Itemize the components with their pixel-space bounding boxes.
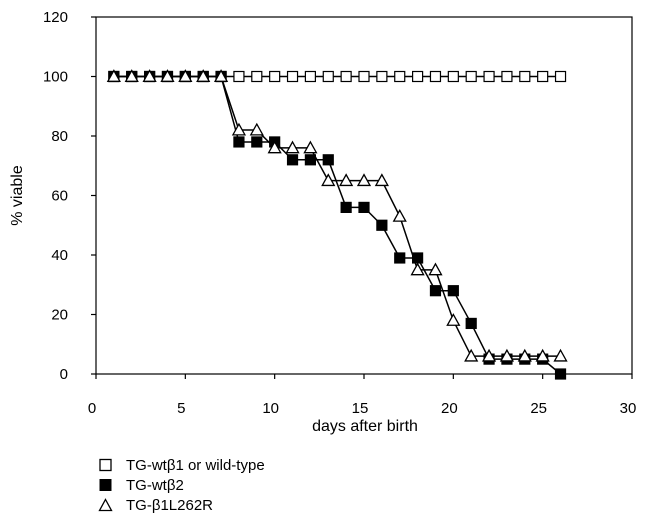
data-point — [554, 70, 567, 83]
open-square-icon — [98, 458, 114, 472]
y-tick-label: 120 — [43, 9, 68, 26]
data-point — [412, 70, 424, 83]
data-point — [142, 69, 157, 82]
legend-item-wt-beta2: TG-wtβ2 — [98, 475, 265, 495]
data-point — [428, 262, 443, 276]
data-point — [429, 70, 442, 83]
data-point — [322, 154, 334, 166]
legend-label: TG-β1L262R — [126, 496, 213, 514]
data-point — [517, 348, 532, 362]
data-point — [340, 201, 352, 213]
data-point — [340, 70, 352, 83]
y-tick-label: 20 — [51, 307, 68, 324]
data-point — [483, 70, 495, 83]
series-line — [113, 75, 561, 357]
data-point — [322, 70, 334, 83]
data-point — [465, 70, 477, 83]
series-line — [113, 75, 562, 375]
plot-border — [95, 16, 633, 375]
data-point — [394, 70, 406, 83]
data-point — [553, 348, 568, 362]
data-point — [339, 173, 354, 187]
data-point — [285, 140, 300, 154]
data-point — [269, 70, 281, 83]
data-point — [499, 348, 515, 362]
data-point — [481, 348, 497, 362]
data-point — [233, 136, 245, 148]
data-point — [178, 69, 193, 82]
data-point — [321, 173, 336, 187]
data-point — [304, 154, 316, 166]
data-point — [410, 262, 425, 276]
data-point — [537, 70, 549, 83]
legend-item-wt-beta1: TG-wtβ1 or wild-type — [98, 455, 265, 475]
y-axis-title: % viable — [9, 165, 26, 226]
y-tick-label: 0 — [60, 366, 68, 383]
series-3 — [106, 69, 568, 362]
data-point — [249, 122, 264, 136]
data-point — [358, 201, 370, 213]
data-point — [106, 69, 121, 82]
data-point — [501, 70, 513, 83]
data-point — [231, 122, 247, 136]
data-point — [535, 348, 550, 362]
plot-area — [95, 16, 633, 375]
data-point — [394, 252, 406, 264]
y-tick-label: 80 — [51, 128, 68, 145]
x-tick-label: 5 — [177, 400, 185, 417]
x-tick-label: 25 — [530, 400, 547, 417]
data-point — [213, 69, 229, 82]
legend-item-l262r: TG-β1L262R — [98, 495, 265, 515]
data-point — [429, 285, 442, 297]
data-point — [447, 70, 459, 83]
data-point — [304, 70, 316, 83]
data-point — [447, 285, 459, 297]
x-tick-label: 0 — [88, 400, 96, 417]
data-point — [303, 140, 318, 154]
data-point — [376, 70, 388, 83]
data-point — [374, 173, 389, 187]
x-tick-label: 20 — [441, 400, 458, 417]
series-layer — [106, 69, 568, 380]
data-point — [554, 368, 567, 380]
legend-label: TG-wtβ1 or wild-type — [126, 456, 265, 474]
data-point — [392, 208, 407, 222]
x-axis-title: days after birth — [312, 418, 418, 435]
data-point — [267, 140, 282, 154]
data-point — [124, 69, 139, 82]
data-point — [358, 70, 370, 83]
data-point — [286, 154, 299, 166]
x-axis: 0 5 10 15 20 25 30 — [88, 374, 637, 417]
data-point — [446, 313, 461, 326]
series-2 — [108, 70, 567, 380]
y-tick-label: 100 — [43, 69, 68, 86]
filled-square-icon — [98, 478, 114, 492]
data-point — [233, 70, 245, 83]
y-tick-label: 40 — [51, 247, 68, 264]
data-point — [251, 70, 263, 83]
legend-label: TG-wtβ2 — [126, 476, 184, 494]
data-point — [464, 348, 479, 362]
data-point — [356, 173, 372, 187]
y-axis: 0 20 40 60 80 100 120 — [43, 9, 96, 383]
data-point — [519, 70, 531, 83]
data-point — [286, 70, 299, 83]
data-point — [196, 69, 211, 82]
legend: TG-wtβ1 or wild-type TG-wtβ2 TG-β1L262R — [98, 455, 265, 515]
open-triangle-icon — [98, 498, 114, 512]
x-tick-label: 10 — [262, 400, 279, 417]
data-point — [465, 317, 477, 330]
data-point — [160, 69, 175, 82]
data-point — [376, 219, 388, 231]
data-point — [251, 136, 263, 148]
survival-chart: 0 20 40 60 80 100 120 0 5 10 15 20 25 30 days after … — [9, 9, 637, 435]
y-tick-label: 60 — [51, 188, 68, 205]
x-tick-label: 15 — [352, 400, 369, 417]
x-tick-label: 30 — [620, 400, 637, 417]
